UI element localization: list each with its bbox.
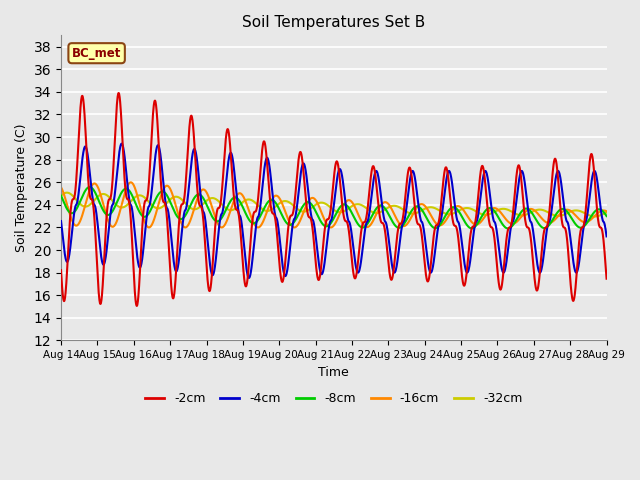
Line: -16cm: -16cm xyxy=(61,182,607,228)
-16cm xyxy=(57,184,65,190)
-2cm xyxy=(570,297,578,302)
-4cm xyxy=(350,250,358,255)
-2cm xyxy=(133,303,141,309)
-2cm xyxy=(493,259,500,264)
-16cm xyxy=(210,210,218,216)
-4cm xyxy=(493,228,500,233)
-16cm xyxy=(362,224,369,229)
-2cm xyxy=(210,246,218,252)
-8cm xyxy=(350,214,358,219)
-16cm xyxy=(570,211,578,216)
-4cm xyxy=(603,233,611,239)
-32cm xyxy=(362,204,369,210)
-2cm xyxy=(555,185,563,191)
-2cm xyxy=(350,273,358,278)
Text: BC_met: BC_met xyxy=(72,47,122,60)
-4cm xyxy=(57,218,65,224)
Legend: -2cm, -4cm, -8cm, -16cm, -32cm: -2cm, -4cm, -8cm, -16cm, -32cm xyxy=(140,387,527,410)
-8cm xyxy=(57,193,65,199)
Line: -4cm: -4cm xyxy=(61,144,607,278)
-32cm xyxy=(555,213,563,219)
-2cm xyxy=(57,267,65,273)
-8cm xyxy=(362,223,369,229)
-8cm xyxy=(209,216,217,221)
-8cm xyxy=(570,219,578,225)
-4cm xyxy=(209,271,217,277)
-16cm xyxy=(145,225,153,230)
-8cm xyxy=(493,211,500,217)
Line: -2cm: -2cm xyxy=(61,93,607,306)
-32cm xyxy=(350,202,358,208)
Line: -8cm: -8cm xyxy=(61,187,607,228)
-32cm xyxy=(493,208,500,214)
Line: -32cm: -32cm xyxy=(61,192,607,216)
Y-axis label: Soil Temperature (C): Soil Temperature (C) xyxy=(15,124,28,252)
-16cm xyxy=(493,206,500,212)
-8cm xyxy=(504,226,512,231)
-32cm xyxy=(591,214,598,219)
-8cm xyxy=(555,208,563,214)
Title: Soil Temperatures Set B: Soil Temperatures Set B xyxy=(242,15,426,30)
-8cm xyxy=(603,213,611,219)
-2cm xyxy=(362,217,369,223)
-16cm xyxy=(603,208,611,214)
-8cm xyxy=(86,184,93,190)
-32cm xyxy=(63,190,70,195)
-4cm xyxy=(570,263,578,269)
-4cm xyxy=(362,223,369,228)
-4cm xyxy=(555,169,563,175)
-32cm xyxy=(603,210,611,216)
-32cm xyxy=(570,208,577,214)
-16cm xyxy=(555,213,563,218)
-4cm xyxy=(245,275,253,281)
-32cm xyxy=(57,193,65,199)
-16cm xyxy=(350,202,358,208)
-2cm xyxy=(115,90,122,96)
-4cm xyxy=(118,141,125,146)
-32cm xyxy=(209,195,217,201)
-2cm xyxy=(603,276,611,282)
-16cm xyxy=(127,180,134,185)
X-axis label: Time: Time xyxy=(319,366,349,379)
